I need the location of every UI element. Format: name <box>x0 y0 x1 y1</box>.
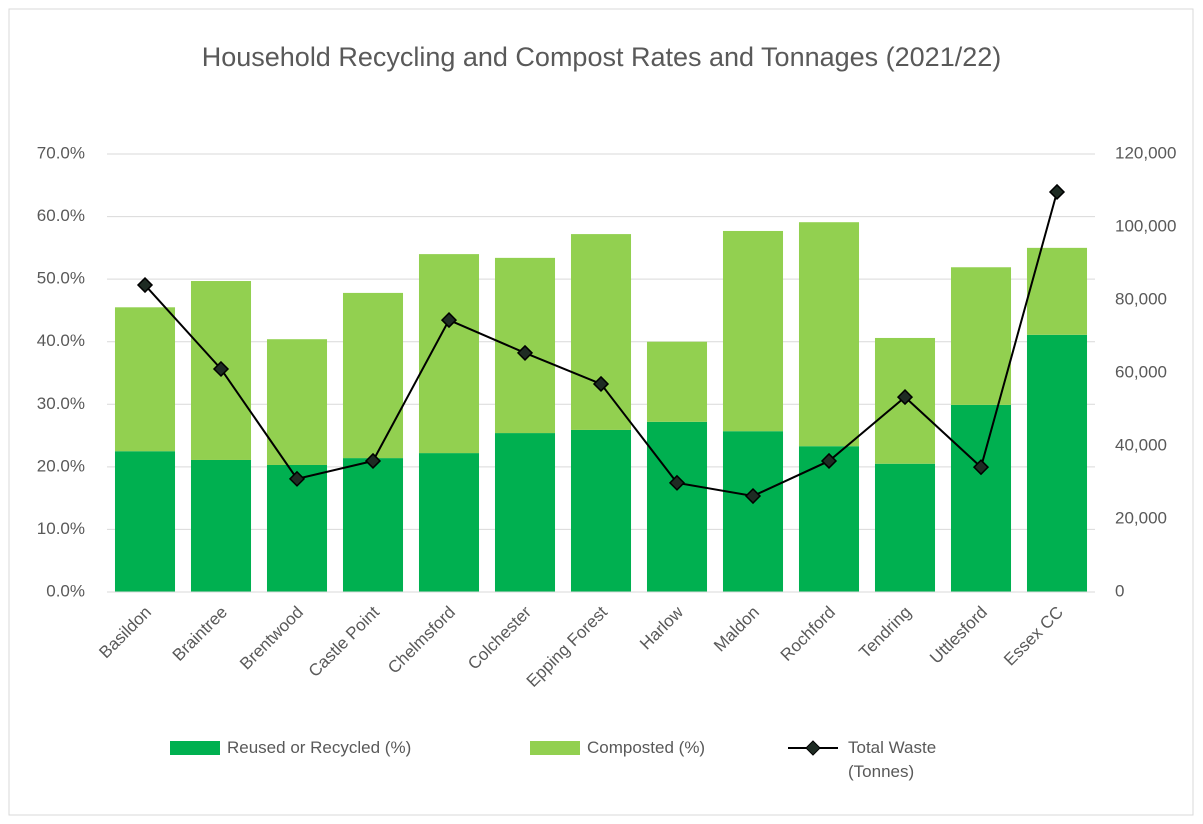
marker <box>516 344 534 361</box>
x-tick-label: Essex CC <box>1000 603 1067 670</box>
x-tick-label: Epping Forest <box>523 602 611 690</box>
y-tick-label: 10.0% <box>37 519 85 538</box>
x-tick-label: Tendring <box>855 603 915 663</box>
marker <box>592 375 610 393</box>
bar <box>114 307 176 452</box>
y-tick-label: 70.0% <box>37 143 85 162</box>
bar <box>266 339 328 465</box>
chart-title: Household Recycling and Compost Rates an… <box>201 42 1002 72</box>
bar <box>342 458 404 592</box>
y2-tick-label: 60,000 <box>1115 362 1167 381</box>
bar <box>418 453 480 592</box>
marker <box>744 487 762 505</box>
bar <box>1026 247 1088 335</box>
marker <box>896 389 914 406</box>
y-tick-label: 40.0% <box>37 331 85 350</box>
marker <box>820 452 838 470</box>
y2-tick-label: 80,000 <box>1115 289 1167 308</box>
x-tick-label: Basildon <box>95 603 155 663</box>
marker <box>288 470 306 487</box>
legend-label: Composted (%) <box>587 738 706 757</box>
marker <box>364 452 382 470</box>
legend-label: Reused or Recycled (%) <box>227 738 412 757</box>
y-tick-label: 60.0% <box>37 206 85 225</box>
bar <box>418 254 480 454</box>
marker <box>972 459 990 476</box>
y2-tick-label: 0 <box>1115 581 1124 600</box>
x-tick-label: Rochford <box>777 603 839 665</box>
marker <box>1048 183 1066 201</box>
bar <box>494 433 556 592</box>
bar <box>874 463 936 592</box>
chart-border <box>8 8 1194 816</box>
bar <box>646 421 708 592</box>
x-tick-label: Brentwood <box>236 603 307 674</box>
bar <box>1026 334 1088 592</box>
bar <box>190 459 252 592</box>
y2-tick-label: 40,000 <box>1115 435 1167 454</box>
marker <box>440 312 458 329</box>
bar <box>950 404 1012 592</box>
marker <box>212 360 230 378</box>
x-tick-label: Braintree <box>169 603 231 665</box>
y2-tick-label: 120,000 <box>1115 143 1176 162</box>
legend-swatch <box>530 741 580 755</box>
y-tick-label: 0.0% <box>46 581 85 600</box>
bar <box>722 230 784 432</box>
bar <box>570 429 632 592</box>
bar <box>798 222 860 447</box>
y2-tick-label: 100,000 <box>1115 216 1176 235</box>
bar <box>342 292 404 459</box>
x-tick-label: Colchester <box>464 602 535 673</box>
bar <box>570 234 632 430</box>
x-tick-label: Castle Point <box>305 602 383 680</box>
bar <box>950 267 1012 405</box>
bar <box>646 341 708 422</box>
y-tick-label: 50.0% <box>37 269 85 288</box>
y-tick-label: 20.0% <box>37 456 85 475</box>
x-tick-label: Maldon <box>710 603 763 656</box>
x-tick-label: Uttlesford <box>926 603 991 668</box>
bar <box>722 431 784 592</box>
marker <box>136 276 154 294</box>
legend-marker <box>805 740 821 756</box>
marker <box>668 474 686 491</box>
x-tick-label: Harlow <box>636 602 687 653</box>
x-tick-label: Chelmsford <box>384 603 459 678</box>
y-tick-label: 30.0% <box>37 394 85 413</box>
legend-swatch <box>170 741 220 755</box>
y2-tick-label: 20,000 <box>1115 508 1167 527</box>
legend-label: Total Waste (Tonnes) <box>848 738 937 781</box>
bar <box>114 451 176 592</box>
